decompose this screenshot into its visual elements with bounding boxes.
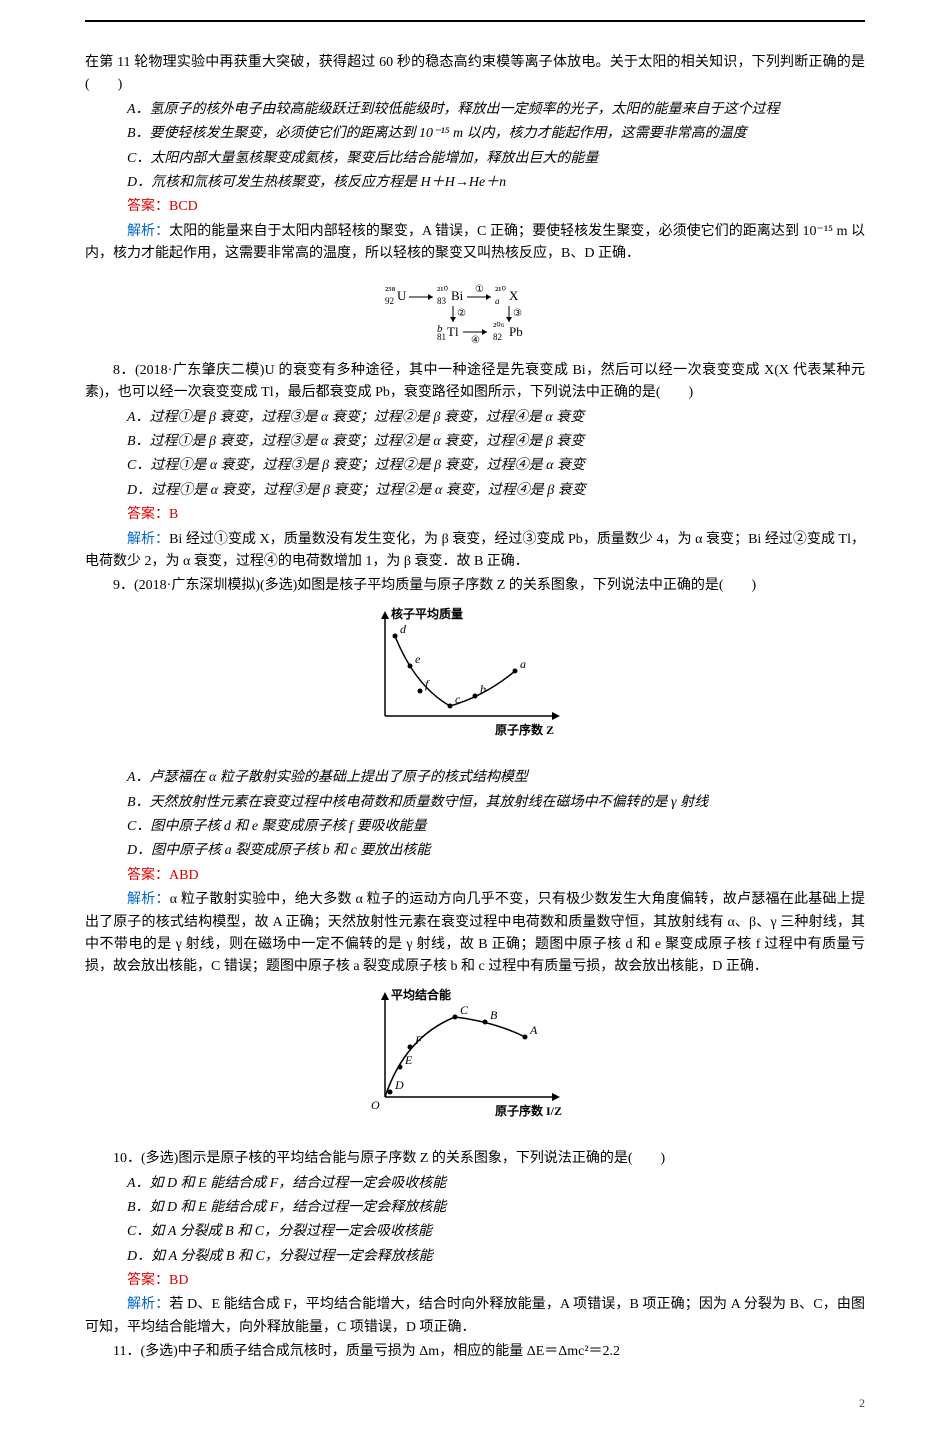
q9-option-a: A．卢瑟福在 α 粒子散射实验的基础上提出了原子的核式结构模型 xyxy=(85,767,865,789)
svg-text:④: ④ xyxy=(471,335,480,344)
q10-option-b: B．如 D 和 E 能结合成 F，结合过程一定会释放核能 xyxy=(85,1197,865,1219)
q8-option-c: C．过程①是 α 衰变，过程③是 β 衰变；过程②是 β 衰变，过程④是 α 衰… xyxy=(85,455,865,477)
q9-analysis: 解析：α 粒子散射实验中，绝大多数 α 粒子的运动方向几乎不变，只有极少数发生大… xyxy=(85,889,865,979)
q8-analysis: 解析：Bi 经过①变成 X，质量数没有发生变化，为 β 衰变，经过③变成 Pb，… xyxy=(85,529,865,574)
svg-text:83: 83 xyxy=(437,296,447,306)
q10-analysis-text: 若 D、E 能结合成 F，平均结合能增大，结合时向外释放能量，A 项错误，B 项… xyxy=(85,1297,865,1334)
svg-text:X: X xyxy=(509,288,519,303)
top-rule xyxy=(85,20,865,22)
q10-analysis: 解析：若 D、E 能结合成 F，平均结合能增大，结合时向外释放能量，A 项错误，… xyxy=(85,1294,865,1339)
q7-option-b: B．要使轻核发生聚变，必须使它们的距离达到 10⁻¹⁵ m 以内，核力才能起作用… xyxy=(85,123,865,145)
q10-option-c: C．如 A 分裂成 B 和 C，分裂过程一定会吸收核能 xyxy=(85,1221,865,1243)
analysis-label: 解析： xyxy=(127,532,169,547)
q10-option-d: D．如 A 分裂成 B 和 C，分裂过程一定会释放核能 xyxy=(85,1246,865,1268)
svg-text:①: ① xyxy=(475,284,484,295)
q8-answer: 答案：B xyxy=(85,504,865,526)
svg-text:f: f xyxy=(425,677,430,691)
q10-chart: 平均结合能原子序数 I/Z O A B C DEF xyxy=(85,987,865,1140)
q7-intro: 在第 11 轮物理实验中再获重大突破，获得超过 60 秒的稳态高约束模等离子体放… xyxy=(85,52,865,97)
q7-option-c: C．太阳内部大量氢核聚变成氦核，聚变后比结合能增加，释放出巨大的能量 xyxy=(85,148,865,170)
q8-analysis-text: Bi 经过①变成 X，质量数没有发生变化，为 β 衰变，经过③变成 Pb，质量数… xyxy=(85,532,865,569)
svg-text:平均结合能: 平均结合能 xyxy=(391,987,451,1002)
svg-text:B: B xyxy=(490,1008,498,1022)
analysis-label: 解析： xyxy=(127,1297,169,1312)
svg-text:F: F xyxy=(414,1033,423,1047)
svg-text:③: ③ xyxy=(513,308,522,319)
analysis-label: 解析： xyxy=(127,892,170,907)
svg-text:92: 92 xyxy=(385,296,394,306)
q9-option-b: B．天然放射性元素在衰变过程中核电荷数和质量数守恒，其放射线在磁场中不偏转的是 … xyxy=(85,792,865,814)
q9-answer: 答案：ABD xyxy=(85,865,865,887)
svg-text:C: C xyxy=(460,1003,469,1017)
svg-text:原子序数 Z: 原子序数 Z xyxy=(495,722,554,737)
q11-stem: 11．(多选)中子和质子结合成氘核时，质量亏损为 Δm，相应的能量 ΔE＝Δmc… xyxy=(85,1341,865,1363)
svg-text:U: U xyxy=(397,288,407,303)
q9-chart: 核子平均质量原子序数 Z a b c d ef xyxy=(85,606,865,759)
svg-text:a: a xyxy=(520,657,526,671)
svg-text:e: e xyxy=(415,652,421,666)
q9-option-c: C．图中原子核 d 和 e 聚变成原子核 f 要吸收能量 xyxy=(85,816,865,838)
svg-text:82: 82 xyxy=(493,332,502,342)
svg-text:Bi: Bi xyxy=(451,288,464,303)
q7-option-d: D．氘核和氚核可发生热核聚变，核反应方程是 H＋H→He＋n xyxy=(85,172,865,194)
q7-option-a: A．氢原子的核外电子由较高能级跃迁到较低能级时，释放出一定频率的光子，太阳的能量… xyxy=(85,99,865,121)
svg-text:a: a xyxy=(495,296,500,306)
svg-text:D: D xyxy=(394,1078,404,1092)
q9-analysis-text: α 粒子散射实验中，绝大多数 α 粒子的运动方向几乎不变，只有极少数发生大角度偏… xyxy=(85,892,865,974)
q8-option-a: A．过程①是 β 衰变，过程③是 α 衰变；过程②是 β 衰变，过程④是 α 衰… xyxy=(85,407,865,429)
svg-text:O: O xyxy=(371,1098,380,1112)
svg-text:核子平均质量: 核子平均质量 xyxy=(391,606,463,621)
q9-option-d: D．图中原子核 a 裂变成原子核 b 和 c 要放出核能 xyxy=(85,840,865,862)
svg-text:Pb: Pb xyxy=(509,324,523,339)
q8-option-d: D．过程①是 α 衰变，过程③是 β 衰变；过程②是 α 衰变，过程④是 β 衰… xyxy=(85,480,865,502)
svg-text:E: E xyxy=(404,1053,413,1067)
q7-analysis: 解析：太阳的能量来自于太阳内部轻核的聚变，A 错误，C 正确；要使轻核发生聚变，… xyxy=(85,221,865,266)
svg-text:c: c xyxy=(455,692,461,706)
svg-text:②: ② xyxy=(457,308,466,319)
svg-text:b: b xyxy=(480,682,486,696)
q7-analysis-text: 太阳的能量来自于太阳内部轻核的聚变，A 错误，C 正确；要使轻核发生聚变，必须使… xyxy=(85,224,865,261)
svg-text:原子序数 I/Z: 原子序数 I/Z xyxy=(495,1103,562,1118)
q10-option-a: A．如 D 和 E 能结合成 F，结合过程一定会吸收核能 xyxy=(85,1173,865,1195)
svg-text:A: A xyxy=(529,1023,538,1037)
q10-stem: 10．(多选)图示是原子核的平均结合能与原子序数 Z 的关系图象，下列说法正确的… xyxy=(85,1148,865,1170)
q8-option-b: B．过程①是 β 衰变，过程③是 α 衰变；过程②是 α 衰变，过程④是 β 衰… xyxy=(85,431,865,453)
svg-text:d: d xyxy=(400,622,407,636)
svg-text:Tl: Tl xyxy=(447,324,459,339)
q8-stem: 8．(2018·广东肇庆二模)U 的衰变有多种途径，其中一种途径是先衰变成 Bi… xyxy=(85,360,865,405)
page-number: 2 xyxy=(85,1394,865,1413)
svg-text:81: 81 xyxy=(437,332,446,342)
q10-answer: 答案：BD xyxy=(85,1270,865,1292)
q9-stem: 9．(2018·广东深圳模拟)(多选)如图是核子平均质量与原子序数 Z 的关系图… xyxy=(85,575,865,597)
analysis-label: 解析： xyxy=(127,224,169,239)
q7-answer: 答案：BCD xyxy=(85,196,865,218)
decay-diagram: ²³⁸92U ²¹⁰83Bi ① ²¹⁰aX ② ③ b81Tl ④ ²⁰⁶82… xyxy=(85,274,865,352)
